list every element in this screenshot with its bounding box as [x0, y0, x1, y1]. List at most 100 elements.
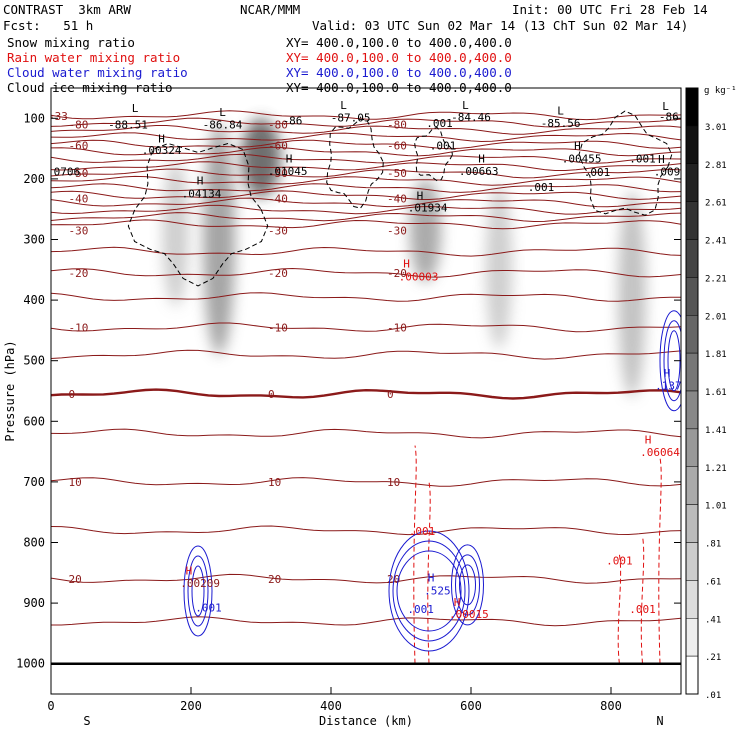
cloud-water-contour-2-1 [455, 554, 480, 616]
temperature-contour-20 [51, 349, 681, 360]
temperature-contour-3 [51, 132, 681, 143]
temperature-label-3-1: -40 [268, 192, 288, 205]
temperature-label-8-1: 10 [268, 476, 281, 489]
temperature-label-0-1: -80 [268, 118, 288, 131]
annotation-label-9: L [462, 99, 469, 112]
colorbar-cell-2 [685, 163, 699, 202]
temperature-contour-22 [51, 428, 681, 439]
annotation-label-21: H [417, 189, 424, 202]
annotation-label-31: .001 [528, 181, 555, 194]
temperature-contour-7 [51, 161, 681, 171]
cloud-ice-contour-2 [414, 126, 453, 182]
colorbar-label-5: 2.01 [705, 312, 727, 322]
temperature-contour-15 [51, 219, 681, 230]
cloud-ice-contour-1 [326, 118, 384, 209]
temperature-contour-19 [51, 322, 681, 333]
field-xy-snow: XY= 400.0,100.0 to 400.0,400.0 [286, 35, 512, 50]
annotation-label-17: H [197, 175, 204, 188]
annotation-label-29: .001 [430, 140, 457, 153]
snow-core-3 [409, 178, 442, 282]
annotation-label-24: .00663 [459, 165, 499, 178]
field-xy-cloud-water: XY= 400.0,100.0 to 400.0,400.0 [286, 65, 512, 80]
colorbar-label-14: .21 [705, 653, 721, 663]
x-tick-label-2: 400 [320, 699, 342, 713]
temperature-contour-24 [51, 525, 681, 536]
annotation-label-5: -86 [283, 115, 303, 128]
annotation-label-14: .00324 [142, 144, 182, 157]
colorbar-unit: g kg⁻¹ [704, 86, 737, 96]
annotation-label-43: .00209 [180, 577, 220, 590]
annotation-label-35: .00003 [399, 270, 439, 283]
colorbar-cell-11 [685, 504, 699, 543]
colorbar-label-1: 2.81 [705, 161, 727, 171]
annotation-label-46: .525 [424, 584, 451, 597]
colorbar-label-10: 1.01 [705, 502, 727, 512]
temperature-contour-11 [51, 190, 681, 201]
chart-title: CONTRAST 3km ARW [3, 2, 131, 17]
model-center: NCAR/MMM [240, 2, 301, 17]
colorbar-label-8: 1.41 [705, 426, 727, 436]
annotation-label-33: .001 [629, 152, 656, 165]
colorbar-cell-8 [685, 390, 699, 430]
y-tick-label-1: 200 [23, 172, 45, 186]
annotation-label-32: .001 [584, 166, 611, 179]
annotation-label-38: H [645, 433, 652, 446]
temperature-label-2-2: -50 [387, 167, 407, 180]
temperature-label-5-0: -20 [69, 267, 89, 280]
x-tick-label-1: 200 [180, 699, 202, 713]
colorbar-cell-5 [685, 277, 699, 316]
colorbar-cell-6 [685, 315, 699, 354]
y-tick-label-2: 300 [23, 233, 45, 247]
annotation-label-37: .137 [655, 380, 682, 393]
colorbar-label-12: .61 [705, 577, 721, 587]
init-time: Init: 00 UTC Fri 28 Feb 14 [512, 2, 708, 17]
annotation-label-18: .04134 [182, 187, 222, 200]
colorbar-cell-12 [685, 542, 699, 581]
annotation-label-3: -86.84 [203, 118, 243, 131]
x-tick-label-3: 600 [460, 699, 482, 713]
annotation-label-23: H [478, 152, 485, 165]
annotation-label-28: .009 [654, 166, 681, 179]
colorbar-cell-7 [685, 352, 699, 392]
forecast-hour: Fcst: 51 h [3, 18, 94, 33]
annotation-label-8: -84.46 [451, 111, 491, 124]
cloud-ice-contour-0 [127, 142, 269, 287]
x-axis-label: Distance (km) [319, 714, 413, 728]
temperature-label-1-0: -60 [69, 140, 89, 153]
temperature-label-7-1: 0 [268, 388, 275, 401]
temperature-contour-10 [51, 183, 681, 193]
temperature-label-7-0: 0 [69, 388, 76, 401]
cloud-water-contour-1-0 [388, 530, 470, 652]
temperature-contour-4 [51, 139, 681, 150]
colorbar-cell-13 [685, 580, 699, 619]
valid-time: Valid: 03 UTC Sun 02 Mar 14 (13 ChT Sun … [312, 18, 689, 33]
y-tick-label-3: 400 [23, 293, 45, 307]
annotation-label-47: .001 [407, 603, 434, 616]
snow-core-2 [241, 118, 281, 198]
annotation-label-6: -87.05 [331, 112, 371, 125]
cloud-water-contour-2-0 [451, 544, 484, 626]
annotation-label-12: -86.2 [659, 110, 692, 123]
cloud-water-contour-0-0 [183, 545, 213, 637]
colorbar-cell-1 [685, 125, 699, 164]
south-label: S [83, 714, 90, 728]
temperature-label-8-0: 10 [69, 476, 82, 489]
temperature-label-0-0: -80 [69, 118, 89, 131]
temperature-label-2-1: -50 [268, 167, 288, 180]
temperature-label-6-1: -10 [268, 321, 288, 334]
temperature-label-4-1: -30 [268, 224, 288, 237]
annotation-label-27: H [658, 153, 665, 166]
annotation-label-36: H [664, 367, 671, 380]
cloud-water-contour-0-2 [191, 565, 205, 617]
temperature-contour-13 [51, 204, 681, 215]
colorbar-label-6: 1.81 [705, 350, 727, 360]
annotation-label-45: H [428, 572, 435, 585]
colorbar-label-11: .81 [705, 540, 721, 550]
annotation-label-16: .0706 [47, 166, 80, 179]
annotation-label-15: H [158, 132, 165, 145]
colorbar-label-9: 1.21 [705, 464, 727, 474]
rain-contour-4 [658, 457, 662, 664]
temperature-contour-5 [51, 146, 681, 157]
colorbar-cell-15 [685, 655, 699, 695]
